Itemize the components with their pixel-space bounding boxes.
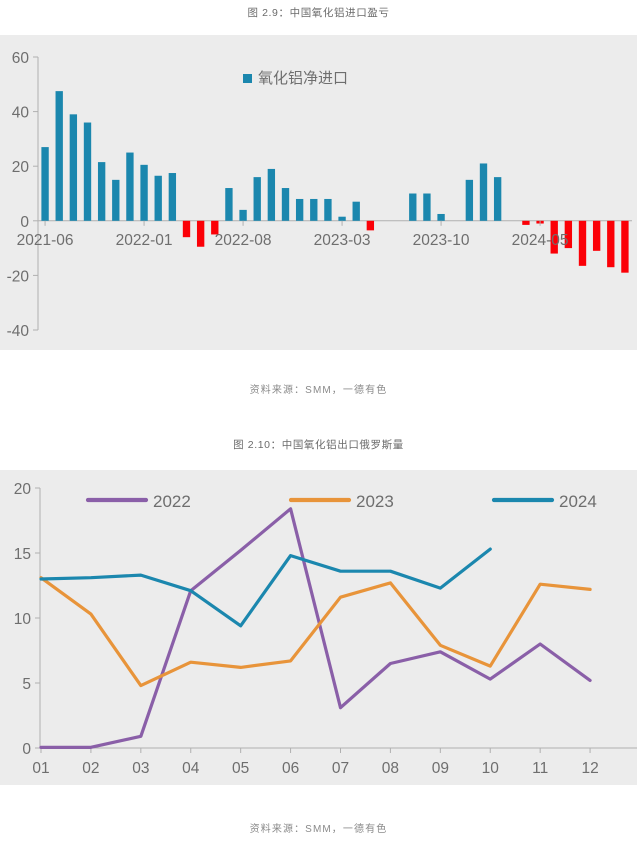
bar (140, 164, 148, 221)
legend-label-2022: 2022 (153, 492, 191, 511)
x-axis-tick-label: 2023-10 (413, 232, 470, 249)
legend-label: 氧化铝净进口 (258, 69, 348, 87)
bar (352, 201, 360, 221)
bar (211, 220, 219, 235)
y-axis-tick-label: 10 (14, 611, 32, 628)
legend-label-2024: 2024 (559, 492, 597, 511)
figure-210-source: 资料来源：SMM，一德有色 (249, 824, 388, 835)
bar (592, 220, 601, 251)
x-axis-tick-label: 07 (332, 760, 349, 777)
y-axis-tick-label: 20 (12, 159, 30, 176)
figure-29-chart-panel: -40 -20 0 20 40 60 2021-06 2022-01 2022-08 2023-0… (0, 35, 637, 350)
x-axis-tick-label: 11 (532, 760, 548, 777)
x-axis-tick-label: 08 (382, 760, 399, 777)
x-axis-tick-label: 2022-01 (116, 232, 173, 249)
bar (621, 220, 629, 273)
bar (154, 175, 162, 221)
bar (522, 220, 530, 225)
y-axis-tick-label: 0 (20, 214, 29, 231)
bar (83, 122, 92, 221)
y-axis-tick-label: 15 (14, 546, 31, 563)
bar (465, 179, 474, 221)
bar (239, 209, 247, 221)
bar (479, 163, 488, 221)
line-series-2024 (39, 547, 492, 628)
bar (607, 220, 615, 268)
bar (578, 220, 587, 266)
bar (564, 220, 573, 249)
y-axis-tick-label: -20 (7, 268, 30, 285)
bar (550, 220, 558, 254)
bar (295, 198, 304, 221)
bar (324, 198, 332, 221)
bar (41, 147, 49, 221)
bar (267, 168, 276, 221)
bar (126, 152, 134, 221)
bar (112, 179, 120, 221)
x-axis-tick-label: 2023-03 (314, 232, 371, 249)
bar (493, 177, 502, 221)
bar (281, 188, 290, 221)
y-axis-tick-label: 40 (12, 105, 30, 122)
bar (253, 177, 261, 221)
x-axis-tick-label: 03 (132, 760, 149, 777)
bar (423, 193, 431, 221)
bar (55, 91, 63, 221)
bar (366, 220, 375, 231)
line-series-2023 (39, 576, 592, 688)
bar (437, 213, 445, 221)
y-axis-tick-label: 20 (14, 481, 32, 498)
figure-29-source: 资料来源：SMM，一德有色 (249, 385, 388, 396)
x-axis-tick-label: 04 (182, 760, 200, 777)
x-axis-tick-label: 06 (282, 760, 299, 777)
figure-210-chart-panel: 0 5 10 15 20 01 02 03 04 05 06 07 08 09 10 11 12 2022 2023… (0, 470, 637, 785)
legend-swatch (243, 74, 252, 83)
bar (338, 216, 346, 221)
bar (196, 220, 205, 247)
bar (97, 162, 106, 221)
x-axis-tick-label: 2022-08 (215, 232, 272, 249)
y-axis-tick-label: 60 (12, 50, 30, 67)
x-axis-tick-label: 10 (482, 760, 500, 777)
bar (225, 188, 233, 221)
x-axis-tick-label: 02 (82, 760, 99, 777)
line-series-2022 (39, 507, 592, 749)
x-axis-tick-label: 2021-06 (17, 232, 74, 249)
x-axis-tick-label: 2024-05 (512, 232, 569, 249)
bar (310, 198, 318, 221)
y-axis-tick-label: 5 (22, 676, 31, 693)
bar-chart-alumina-import-profit: -40 -20 0 20 40 60 2021-06 2022-01 2022-08 2023-0… (7, 50, 632, 340)
x-axis-tick-label: 09 (432, 760, 449, 777)
y-axis-tick-label: 0 (22, 741, 31, 758)
x-axis-tick-label: 12 (581, 760, 598, 777)
bar (409, 193, 417, 221)
y-axis-tick-label: -40 (7, 323, 30, 340)
x-axis-tick-label: 01 (32, 760, 49, 777)
bar (168, 173, 177, 221)
bar (69, 114, 78, 221)
x-axis-tick-label: 05 (232, 760, 249, 777)
bar (182, 220, 191, 238)
legend-label-2023: 2023 (356, 492, 394, 511)
figure-29-title: 图 2.9：中国氧化铝进口盈亏 (247, 7, 390, 19)
figure-210-title: 图 2.10：中国氧化铝出口俄罗斯量 (233, 439, 404, 451)
